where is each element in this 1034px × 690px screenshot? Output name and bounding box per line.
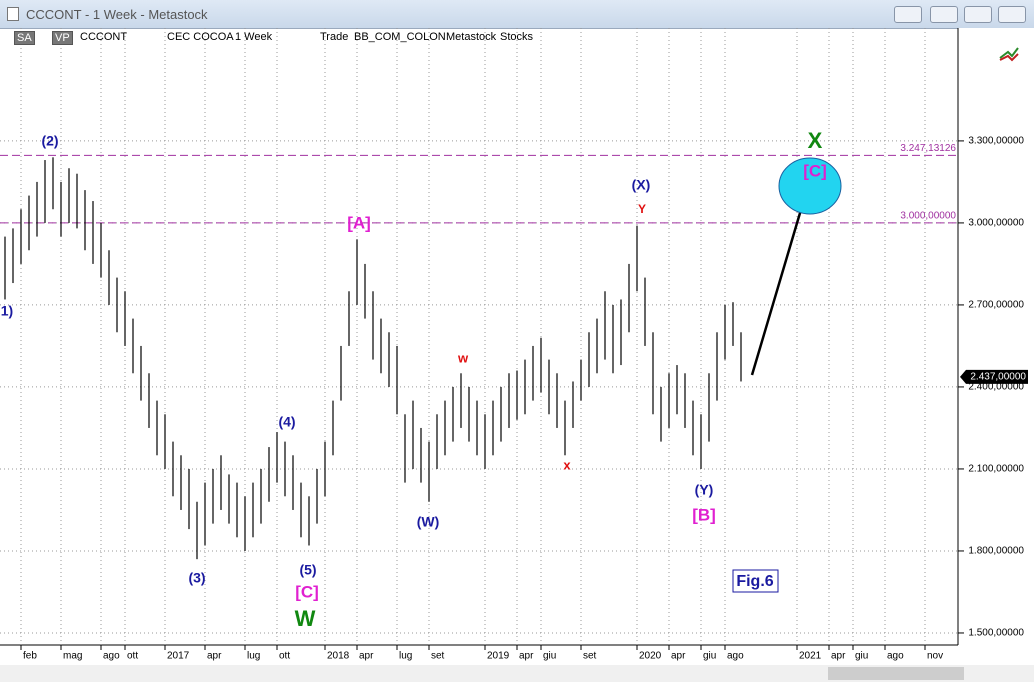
y-tick-label: 3.300,00000 <box>968 136 1024 147</box>
x-tick-label: mag <box>63 651 82 662</box>
wave-label: [B] <box>692 505 716 524</box>
wave-label: [A] <box>347 213 371 232</box>
x-tick-label: 2020 <box>639 651 662 662</box>
x-tick-label: ago <box>103 651 120 662</box>
x-tick-label: nov <box>927 651 943 662</box>
x-tick-label: lug <box>399 651 412 662</box>
toolbar-item[interactable]: CEC COCOA <box>167 31 234 43</box>
chart: 1.500,00000 1.800,00000 2.100,00000 2.400,0… <box>0 28 1034 690</box>
x-tick-label: 2021 <box>799 651 822 662</box>
x-tick-label: apr <box>831 651 846 662</box>
scrollbar[interactable] <box>0 665 1034 682</box>
minimize-button[interactable] <box>930 6 958 23</box>
y-tick-label: 2.100,00000 <box>968 464 1024 475</box>
wave-label: w <box>457 350 469 365</box>
figure-label-box <box>732 569 779 593</box>
y-tick-label: 2.400,00000 <box>968 382 1024 393</box>
reference-label: 3.000,00000 <box>900 211 956 222</box>
toolbar-item[interactable]: Trade <box>320 31 349 43</box>
wave-label: W <box>295 606 316 631</box>
x-tick-label: ott <box>127 651 138 662</box>
x-tick-label: apr <box>671 651 686 662</box>
wave-label: X <box>808 128 823 153</box>
toolbar-item[interactable]: Stocks <box>500 31 534 43</box>
window-title: CCCONT - 1 Week - Metastock <box>26 7 208 22</box>
close-button[interactable] <box>998 6 1026 23</box>
x-tick-label: set <box>583 651 597 662</box>
toolbar-item[interactable]: BB_COM_COLON <box>354 31 446 43</box>
x-tick-label: ago <box>887 651 904 662</box>
target-ellipse <box>778 157 842 215</box>
toolbar-item[interactable]: CCCONT <box>80 31 128 43</box>
y-tick-label: 1.500,00000 <box>968 628 1024 639</box>
wave-label: (5) <box>299 562 316 578</box>
title-bar: CCCONT - 1 Week - Metastock <box>0 0 1034 29</box>
y-tick-label: 3.000,00000 <box>968 218 1024 229</box>
x-tick-label: feb <box>23 651 37 662</box>
x-tick-label: giu <box>855 651 868 662</box>
wave-label: (4) <box>278 414 295 430</box>
x-tick-label: ago <box>727 651 744 662</box>
wave-label: [C] <box>803 161 827 180</box>
x-tick-label: set <box>431 651 445 662</box>
last-price-marker <box>960 369 1028 384</box>
toolbar-item[interactable]: 1 Week <box>235 31 273 43</box>
scroll-thumb[interactable] <box>828 667 964 680</box>
tool-icon[interactable] <box>999 47 1019 62</box>
toolbar-item[interactable]: VP <box>52 31 73 45</box>
x-tick-label: 2019 <box>487 651 510 662</box>
wave-label: (Y) <box>695 482 714 498</box>
toolbar-item[interactable]: SA <box>14 31 35 45</box>
toolbar-item[interactable]: Metastock <box>446 31 497 43</box>
wave-label: Y <box>638 202 646 216</box>
y-tick-label: 2.700,00000 <box>968 300 1024 311</box>
wave-label: (W) <box>417 514 440 530</box>
x-tick-label: giu <box>543 651 556 662</box>
wave-label: (3) <box>188 570 205 586</box>
y-tick-label: 1.800,00000 <box>968 546 1024 557</box>
x-tick-label: apr <box>519 651 534 662</box>
wave-label: (X) <box>632 177 651 193</box>
x-tick-label: 2018 <box>327 651 350 662</box>
wave-label: [C] <box>295 582 319 601</box>
y-axis-area <box>958 28 1034 690</box>
x-tick-label: giu <box>703 651 716 662</box>
x-tick-label: apr <box>207 651 222 662</box>
x-tick-label: lug <box>247 651 260 662</box>
x-tick-label: 2017 <box>167 651 190 662</box>
wave-label: 1) <box>1 303 13 319</box>
wave-label: x <box>563 457 571 472</box>
last-price-label: 2.437,00000 <box>970 371 1026 382</box>
restore-button[interactable] <box>894 6 922 23</box>
app-icon <box>7 7 19 21</box>
x-tick-label: apr <box>359 651 374 662</box>
projection-line <box>750 185 810 376</box>
x-tick-label: ott <box>279 651 290 662</box>
reference-label: 3.247,13126 <box>900 143 956 154</box>
figure-label: Fig.6 <box>736 573 773 590</box>
wave-label: (2) <box>41 133 58 149</box>
maximize-button[interactable] <box>964 6 992 23</box>
